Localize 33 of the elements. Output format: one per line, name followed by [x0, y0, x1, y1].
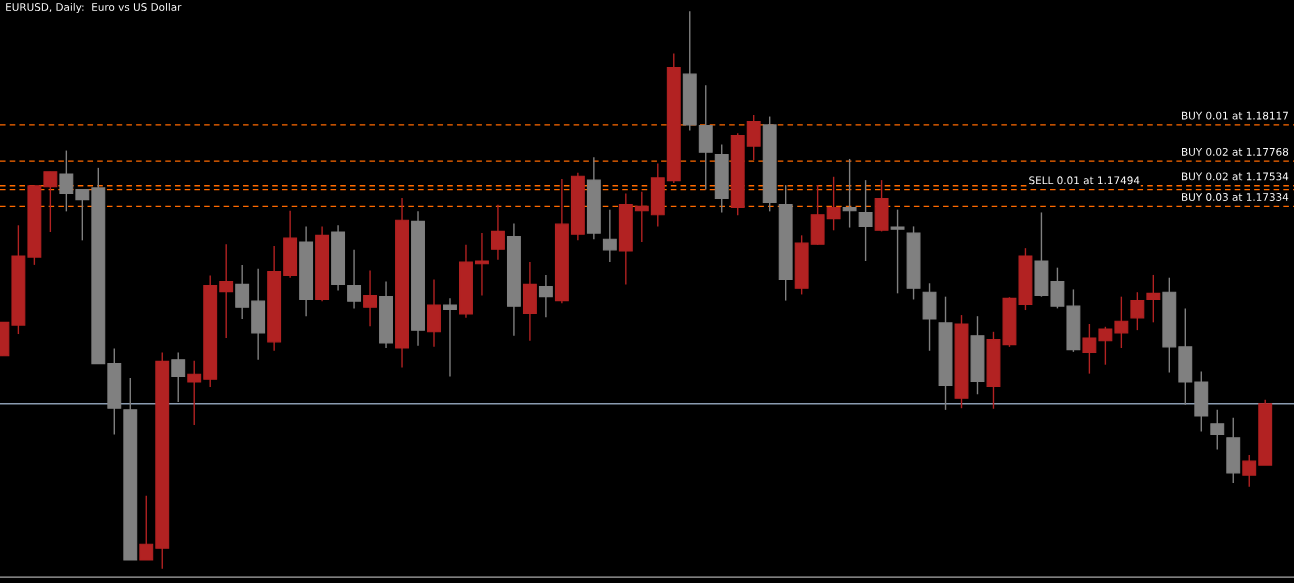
candlestick [1082, 323, 1097, 375]
candlestick [1242, 454, 1257, 488]
ref-line-label: BUY 0.02 at 1.17768 [1182, 147, 1289, 156]
candlestick [1130, 291, 1145, 331]
candlestick [59, 149, 74, 213]
candlestick [443, 297, 457, 378]
candlestick [890, 208, 905, 295]
candlestick [75, 188, 90, 242]
candlestick [602, 208, 617, 263]
candlestick [1098, 326, 1113, 366]
ref-line-label: BUY 0.01 at 1.18117 [1182, 111, 1288, 120]
candlestick [187, 360, 202, 426]
candlestick [634, 191, 649, 243]
candlestick [347, 249, 362, 310]
chart-title: EURUSD, Daily: Euro vs US Dollar [6, 2, 182, 13]
candlestick [171, 351, 186, 403]
candlestick [475, 232, 489, 297]
candlestick [219, 243, 234, 339]
candlestick [1210, 409, 1225, 451]
candlestick [490, 203, 505, 261]
candlestick [842, 158, 857, 229]
ref-line-label: BUY 0.02 at 1.17534 [1182, 172, 1289, 181]
ref-line-label: SELL 0.01 at 1.17494 [1029, 176, 1140, 185]
candlestick [826, 176, 841, 232]
candlestick [363, 269, 378, 327]
ref-line-label: BUY 0.03 at 1.17334 [1182, 193, 1289, 201]
candlestick [235, 264, 250, 320]
candlestick [43, 171, 58, 233]
candlestick [1146, 274, 1161, 324]
candlestick [139, 495, 154, 561]
candlestick [538, 274, 553, 318]
candlestick [858, 179, 873, 262]
candlestick [1114, 295, 1129, 349]
